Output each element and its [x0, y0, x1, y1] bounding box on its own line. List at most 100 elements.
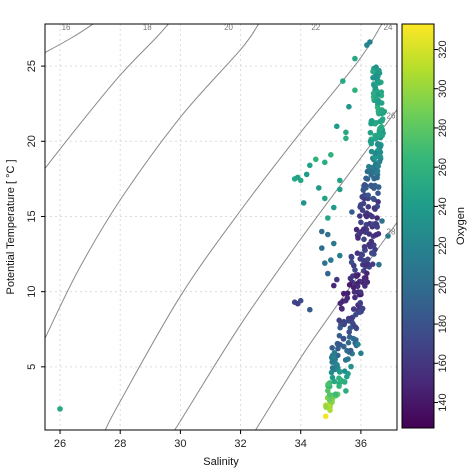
data-point: [370, 68, 376, 75]
data-point: [361, 236, 367, 243]
data-point: [337, 186, 343, 193]
data-point: [331, 350, 338, 356]
data-point: [331, 204, 337, 211]
data-point: [329, 345, 336, 351]
data-point: [374, 174, 380, 181]
density-contour-18: [45, 24, 169, 169]
data-point: [358, 219, 364, 226]
data-point: [329, 359, 336, 365]
data-point: [336, 332, 343, 339]
data-point: [359, 207, 366, 213]
data-point: [351, 289, 358, 295]
data-point: [316, 185, 322, 191]
data-point: [346, 103, 352, 110]
data-point: [325, 215, 331, 221]
density-contours: [45, 24, 397, 430]
data-point: [336, 383, 342, 390]
data-point: [326, 392, 333, 398]
data-point: [350, 273, 356, 279]
data-point: [366, 241, 372, 248]
data-point: [348, 259, 355, 266]
data-point: [313, 156, 319, 163]
data-point: [336, 317, 343, 324]
data-point: [378, 89, 385, 95]
data-point: [350, 306, 357, 312]
data-point: [347, 325, 354, 331]
data-point: [325, 381, 331, 388]
data-point: [377, 154, 384, 160]
data-point: [307, 162, 313, 169]
data-point: [372, 206, 378, 212]
contour-label-22: 22: [311, 23, 320, 32]
data-point: [350, 284, 357, 291]
y-tick-label: 25: [26, 60, 38, 72]
data-point: [375, 190, 381, 196]
data-point: [367, 168, 373, 175]
data-point: [341, 321, 347, 328]
data-point: [340, 336, 347, 342]
colorbar-tick-label: 260: [437, 158, 449, 176]
y-tick-label: 5: [26, 364, 38, 370]
data-point: [329, 374, 336, 381]
data-point: [369, 261, 376, 268]
data-point: [361, 257, 367, 264]
contour-label-26: 26: [387, 112, 396, 121]
data-point: [364, 42, 370, 48]
data-point: [322, 195, 328, 202]
y-tick-label: 15: [26, 210, 38, 222]
colorbar: 140 160 180 200 220 240 260 280 300 320 Oxygen: [401, 23, 467, 429]
contour-labels: 16 18 20 22 24 26 28: [62, 23, 396, 237]
contour-label-16: 16: [62, 23, 71, 32]
data-point: [370, 90, 377, 97]
data-point: [346, 282, 353, 288]
data-point: [375, 231, 382, 237]
colorbar-tick-label: 280: [437, 119, 449, 137]
data-point: [373, 221, 380, 228]
data-point: [352, 324, 359, 330]
data-point: [365, 192, 372, 198]
data-point: [352, 267, 358, 273]
data-point: [358, 350, 364, 357]
data-point: [337, 341, 343, 348]
density-contour-16: [45, 24, 94, 54]
colorbar-tick-label: 240: [437, 197, 449, 215]
contour-label-18: 18: [143, 23, 152, 32]
data-point: [337, 368, 343, 375]
data-point: [357, 289, 364, 296]
colorbar-tick-label: 300: [437, 80, 449, 98]
data-point: [348, 363, 354, 370]
data-point: [325, 270, 331, 277]
colorbar-gradient: [401, 23, 435, 429]
contour-label-20: 20: [224, 23, 233, 32]
colorbar-tick-label: 320: [437, 40, 449, 58]
data-point: [385, 233, 391, 239]
data-point: [348, 253, 355, 260]
x-tick-label: 26: [54, 438, 66, 450]
x-tick-label: 34: [295, 438, 307, 450]
data-point: [367, 138, 374, 145]
data-point: [332, 391, 339, 398]
data-point: [328, 257, 334, 263]
data-point: [345, 370, 351, 377]
data-point: [361, 182, 368, 188]
data-point: [327, 407, 333, 414]
data-point: [363, 213, 370, 220]
data-point: [322, 260, 328, 266]
data-point: [379, 107, 385, 113]
data-point: [371, 82, 377, 89]
data-point: [328, 369, 335, 376]
data-point: [372, 246, 378, 253]
data-point: [359, 305, 366, 312]
data-point: [345, 339, 352, 346]
density-contour-20: [45, 24, 260, 339]
data-point: [345, 356, 351, 362]
data-point: [369, 164, 375, 171]
data-point: [337, 300, 344, 307]
colorbar-tick-label: 200: [437, 276, 449, 294]
data-point: [359, 252, 366, 258]
data-point: [343, 388, 349, 394]
data-point: [360, 200, 367, 207]
data-point: [331, 282, 337, 289]
data-points: [57, 39, 391, 420]
